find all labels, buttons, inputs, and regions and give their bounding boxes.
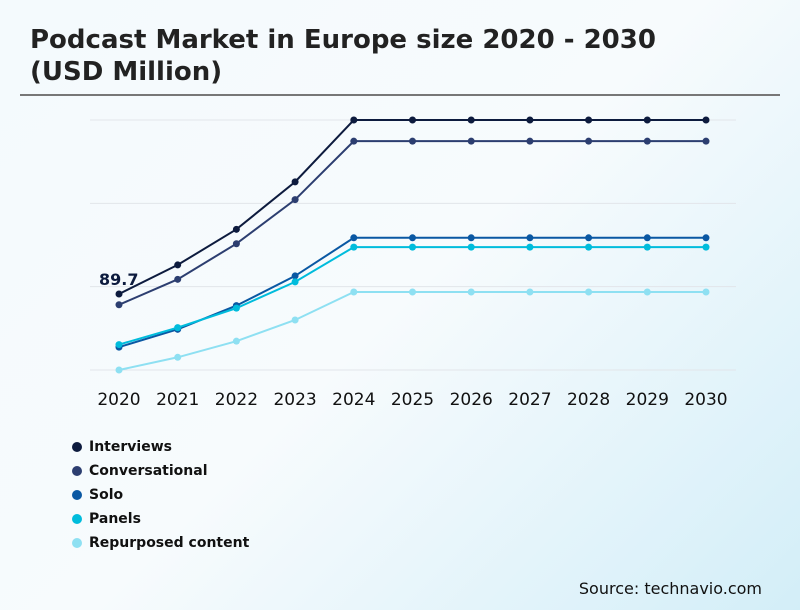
data-point: [291, 196, 299, 204]
data-point: [467, 116, 475, 124]
data-point: [702, 243, 710, 251]
data-point: [174, 261, 182, 269]
data-point: [643, 288, 651, 296]
data-point: [526, 234, 534, 242]
data-point: [585, 137, 593, 145]
data-point: [115, 290, 123, 298]
source-note: Source: technavio.com: [578, 579, 762, 598]
data-point: [350, 116, 358, 124]
data-point: [643, 116, 651, 124]
legend-marker-icon: [72, 490, 82, 500]
legend-marker-icon: [72, 442, 82, 452]
chart-title: Podcast Market in Europe size 2020 - 203…: [30, 25, 656, 87]
legend-item: Solo: [72, 483, 249, 507]
data-point: [585, 288, 593, 296]
data-point: [702, 116, 710, 124]
data-point: [467, 288, 475, 296]
x-tick-label: 2021: [156, 390, 199, 410]
title-divider: [20, 94, 780, 96]
data-point: [115, 366, 123, 374]
legend-marker-icon: [72, 538, 82, 548]
x-tick-label: 2025: [391, 390, 434, 410]
legend-item: Interviews: [72, 435, 249, 459]
data-point: [409, 243, 416, 251]
x-tick-label: 2027: [508, 390, 551, 410]
legend-item: Repurposed content: [72, 531, 249, 555]
data-point: [702, 288, 710, 296]
data-point: [409, 116, 416, 124]
x-tick-label: 2026: [450, 390, 493, 410]
data-point: [467, 234, 475, 242]
data-point: [174, 324, 182, 332]
data-point: [350, 288, 358, 296]
data-point: [643, 137, 651, 145]
data-point: [702, 137, 710, 145]
data-point: [409, 288, 416, 296]
legend-label: Solo: [89, 487, 124, 503]
legend-item: Panels: [72, 507, 249, 531]
data-point: [526, 288, 534, 296]
series-line-interviews: [118, 119, 706, 295]
x-tick-label: 2029: [626, 390, 669, 410]
legend: Interviews Conversational Solo Panels Repurp…: [72, 435, 249, 555]
legend-marker-icon: [72, 514, 82, 524]
legend-item: Conversational: [72, 459, 249, 483]
data-point: [643, 234, 651, 242]
data-point: [526, 116, 534, 124]
x-tick-label: 2024: [332, 390, 375, 410]
data-point: [291, 316, 299, 324]
data-point: [232, 304, 240, 312]
data-point: [350, 234, 358, 242]
data-point: [467, 243, 475, 251]
data-point: [467, 137, 475, 145]
data-point: [115, 301, 123, 309]
series-line-repurposed-content: [118, 291, 706, 371]
data-point: [585, 234, 593, 242]
legend-label: Interviews: [89, 439, 172, 455]
series-line-conversational: [118, 140, 706, 306]
data-point: [291, 178, 299, 186]
data-point: [291, 272, 299, 280]
data-point: [174, 353, 182, 361]
data-point: [409, 137, 416, 145]
data-point: [350, 137, 358, 145]
legend-label: Repurposed content: [89, 535, 250, 551]
data-point: [526, 137, 534, 145]
data-point: [643, 243, 651, 251]
data-point: [291, 278, 299, 286]
x-tick-label: 2023: [273, 390, 316, 410]
x-tick-label: 2028: [567, 390, 610, 410]
legend-label: Conversational: [89, 463, 208, 479]
x-tick-label: 2020: [97, 390, 140, 410]
data-point: [702, 234, 710, 242]
data-point: [232, 240, 240, 248]
x-tick-label: 2030: [684, 390, 727, 410]
line-chart: 2020 2021 2022 2023 2024 2025 2026 2027 2028 2029…: [90, 116, 736, 410]
x-tick-label: 2022: [215, 390, 258, 410]
data-point: [232, 225, 240, 233]
data-point: [409, 234, 416, 242]
data-point: [585, 116, 593, 124]
data-label: 89.7: [99, 270, 138, 289]
legend-marker-icon: [72, 466, 82, 476]
data-point: [115, 341, 123, 349]
data-point: [232, 337, 240, 345]
data-point: [526, 243, 534, 251]
data-point: [350, 243, 358, 251]
legend-label: Panels: [89, 511, 141, 527]
data-point: [585, 243, 593, 251]
data-point: [174, 275, 182, 283]
